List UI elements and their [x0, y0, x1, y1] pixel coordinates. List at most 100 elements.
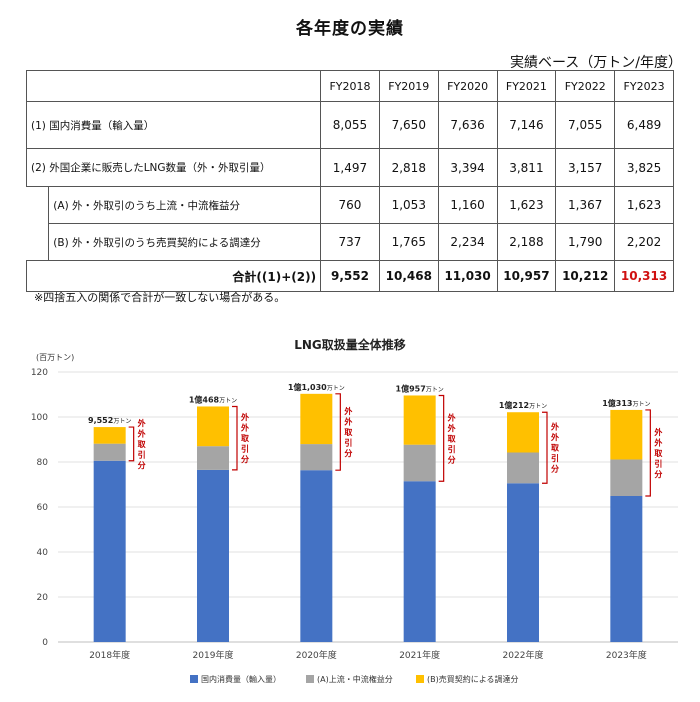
y-tick-label: 120 — [31, 368, 48, 378]
bar-segment — [403, 481, 436, 642]
table-cell: 10,212 — [555, 260, 616, 292]
table-total-row: 合計((1)+(2)) 9,552 10,468 11,030 10,957 1… — [25, 260, 674, 292]
legend-label: (B)売買契約による調達分 — [427, 674, 519, 684]
bracket-label-char: 分 — [654, 469, 662, 479]
bracket — [542, 411, 548, 484]
bar-total-unit: 万トン — [219, 397, 237, 404]
table-cell: 11,030 — [437, 260, 498, 292]
bar-segment — [93, 443, 126, 461]
bar-segment — [197, 446, 229, 470]
bar-total-value: 1億468 — [189, 394, 220, 404]
legend-swatch — [416, 675, 424, 683]
bar-total-unit: 万トン — [426, 386, 444, 393]
bracket-label-char: 外 — [138, 418, 146, 428]
bracket-label-char: 取 — [241, 434, 249, 443]
bracket-label-char: 引 — [138, 449, 146, 459]
page-title: 各年度の実績 — [296, 19, 404, 39]
bracket-label-char: 外 — [551, 432, 559, 442]
table-cell: 2,188 — [496, 223, 557, 261]
x-tick-label: 2021年度 — [399, 649, 440, 661]
table-cell: 7,146 — [496, 101, 557, 149]
bracket-label-char: 引 — [654, 458, 662, 468]
header-fy: FY2019 — [378, 70, 439, 102]
indent-cell — [26, 223, 50, 261]
bracket-label-char: 分 — [241, 454, 249, 464]
bracket — [438, 394, 445, 482]
table-cell: 7,650 — [378, 101, 439, 149]
bar-total-label: 1億468万トン — [189, 394, 237, 404]
stacked-bar-chart: LNG取扱量全体推移(百万トン)0204060801001209,552万トン外… — [31, 337, 678, 684]
table-cell-highlight: 10,313 — [614, 260, 674, 292]
bar-segment — [93, 460, 126, 642]
bar-total-unit: 万トン — [632, 401, 650, 408]
table-cell: 737 — [320, 223, 380, 261]
table-cell: 3,157 — [555, 148, 616, 187]
bracket-label-char: 取 — [551, 444, 559, 453]
table-row: (1) 国内消費量（輸入量） 8,055 7,650 7,636 7,146 7… — [25, 101, 674, 149]
bar-total-value: 1億212 — [499, 400, 529, 410]
bracket-label-char: 分 — [448, 454, 456, 464]
bracket-label-char: 外 — [344, 417, 352, 427]
bracket-label-char: 外 — [448, 412, 456, 422]
bracket-label-char: 外 — [448, 423, 456, 433]
y-tick-label: 20 — [37, 593, 49, 603]
table-cell: 2,234 — [437, 223, 498, 261]
bracket-label-char: 引 — [344, 438, 352, 448]
bracket-label-char: 外 — [138, 428, 146, 438]
bracket-label-char: 外 — [654, 437, 662, 447]
table-cell: 1,790 — [555, 223, 616, 261]
bar-total-value: 1億957 — [396, 383, 426, 393]
bracket-label-char: 分 — [344, 448, 352, 458]
table-row: (2) 外国企業に販売したLNG数量（外・外取引量） 1,497 2,818 3… — [25, 148, 674, 187]
bracket-label-char: 取 — [344, 428, 352, 437]
bracket-label-char: 取 — [654, 449, 662, 458]
bracket-label-char: 引 — [551, 453, 559, 463]
bar-total-label: 1億212万トン — [499, 400, 547, 410]
bar-segment — [610, 409, 643, 460]
x-tick-label: 2022年度 — [503, 649, 544, 661]
table-cell: 7,636 — [437, 101, 498, 149]
bar-total-label: 1億1,030万トン — [288, 382, 345, 392]
table-cell: 760 — [320, 186, 380, 224]
bar-segment — [300, 444, 333, 471]
bracket-label-char: 取 — [138, 440, 146, 449]
bracket-label-char: 分 — [551, 464, 559, 474]
x-tick-label: 2018年度 — [89, 649, 130, 661]
bar-total-unit: 万トン — [327, 385, 345, 392]
chart-container: LNG取扱量全体推移 (百万トン) 0 20 40 60 80 100 120 9,552万トン外… — [10, 330, 690, 698]
y-axis-label: (百万トン) — [36, 353, 74, 362]
x-tick-label: 2019年度 — [193, 649, 234, 661]
header-fy: FY2022 — [555, 70, 616, 102]
bar-segment — [507, 412, 539, 453]
bar-total-label: 1億313万トン — [602, 398, 650, 408]
bar-segment — [403, 395, 436, 445]
bar-segment — [93, 427, 126, 444]
y-tick-label: 0 — [42, 638, 48, 648]
table-cell: 1,367 — [555, 186, 616, 224]
bracket-label-char: 外 — [241, 412, 249, 422]
bracket-label-char: 外 — [344, 406, 352, 416]
legend-label: 国内消費量（輸入量） — [201, 674, 281, 684]
bar-total-label: 9,552万トン — [88, 416, 131, 425]
bracket-label-char: 外 — [654, 427, 662, 437]
y-tick-label: 80 — [37, 458, 49, 468]
bar-segment — [300, 470, 333, 642]
chart-title: LNG取扱量全体推移 — [294, 337, 406, 352]
bar-total-label: 1億957万トン — [396, 383, 444, 393]
bar-segment — [197, 469, 229, 642]
unit-note: 実績ベース（万トン/年度） — [509, 55, 682, 71]
bar-segment — [300, 393, 333, 445]
table-cell: 8,055 — [320, 101, 380, 149]
table-row: (A) 外・外取引のうち上流・中流権益分 760 1,053 1,160 1,6… — [26, 186, 674, 224]
bar-total-value: 9,552 — [88, 416, 113, 425]
table-cell: 1,765 — [378, 223, 439, 261]
bar-segment — [403, 444, 436, 482]
footnote: ※四捨五入の関係で合計が一致しない場合がある。 — [34, 291, 286, 304]
bracket-label-char: 分 — [138, 460, 146, 470]
table-cell: 3,394 — [437, 148, 498, 187]
bar-total-value: 1億1,030 — [288, 382, 327, 392]
total-label: 合計((1)+(2)) — [25, 260, 322, 292]
bracket — [645, 409, 651, 497]
table-cell: 3,825 — [614, 148, 674, 187]
y-tick-label: 60 — [37, 503, 49, 513]
